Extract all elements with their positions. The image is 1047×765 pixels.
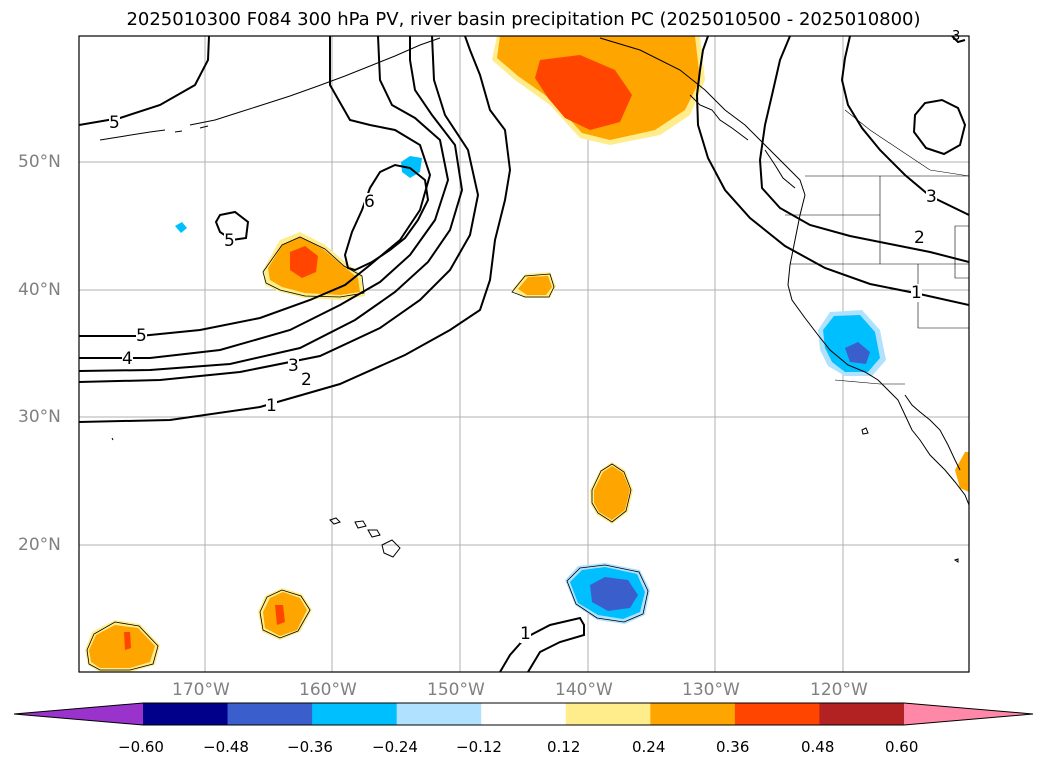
contour-label: 2 [301,370,312,390]
map-frame [78,35,970,673]
colorbar-segment [565,703,651,725]
colorbar-outline [13,702,1034,726]
colorbar-segment [396,703,482,725]
lon-label-130w: 130°W [682,680,740,700]
colorbar-tick: 0.24 [632,738,666,756]
colorbar-segment [227,703,313,725]
lat-label-30n: 30°N [18,407,61,427]
contour-label: 1 [266,396,277,416]
colorbar-tick: 0.36 [716,738,750,756]
contour-label: 3 [926,187,937,207]
colorbar-segment [143,703,229,725]
contour-label: 5 [109,113,120,133]
shading-outlines [86,236,649,671]
positive-precip-anomalies [85,36,969,672]
colorbar-tick: −0.12 [456,738,502,756]
contour-label: 5 [224,231,235,251]
colorbar-segment [481,703,567,725]
lat-label-40n: 40°N [18,280,61,300]
colorbar-high-extension [904,703,1033,725]
lat-label-50n: 50°N [18,152,61,172]
coastlines [99,37,969,563]
colorbar-tick: −0.24 [372,738,418,756]
lon-label-150w: 150°W [427,680,485,700]
pv-contours [79,36,969,672]
lon-label-120w: 120°W [810,680,868,700]
colorbar-tick: −0.48 [203,738,249,756]
lat-label-20n: 20°N [18,535,61,555]
colorbar-tick: 0.48 [801,738,835,756]
colorbar [13,702,1034,726]
colorbar-segment [650,703,736,725]
colorbar-segment [312,703,398,725]
contour-label: 2 [914,228,925,248]
map-background [79,36,969,672]
map-canvas [78,35,970,673]
contour-label: 1 [911,283,922,303]
contour-label: 3 [288,356,299,376]
negative-precip-anomalies [175,156,886,624]
colorbar-tick: −0.60 [118,738,164,756]
lon-label-170w: 170°W [172,680,230,700]
figure-title: 2025010300 F084 300 hPa PV, river basin … [126,9,921,30]
colorbar-segment [819,703,905,725]
lon-label-140w: 140°W [555,680,613,700]
contour-label: 1 [520,624,531,644]
contour-label: 3 [952,29,961,44]
lon-label-160w: 160°W [299,680,357,700]
colorbar-segment [734,703,820,725]
colorbar-tick: −0.36 [287,738,333,756]
colorbar-tick: 0.12 [547,738,581,756]
colorbar-low-extension [14,703,143,725]
contour-label: 4 [122,349,133,369]
contour-label: 6 [364,192,375,212]
contour-label: 5 [136,326,147,346]
colorbar-tick: 0.60 [885,738,919,756]
